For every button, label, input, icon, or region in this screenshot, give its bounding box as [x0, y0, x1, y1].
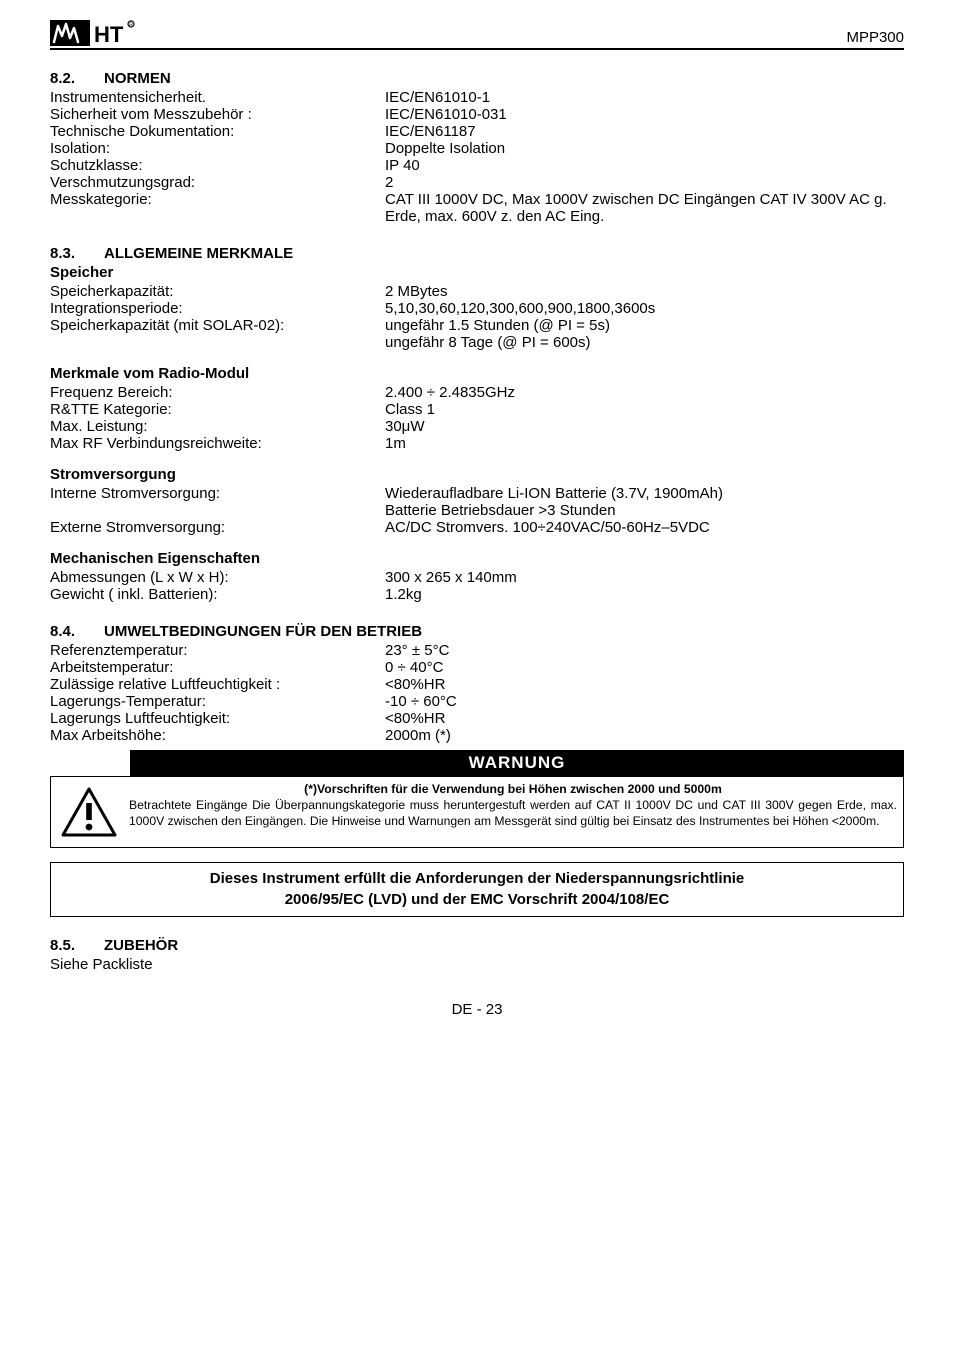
- spec-label: Verschmutzungsgrad:: [50, 174, 385, 191]
- spec-value: IEC/EN61010-031: [385, 106, 904, 123]
- spec-label: R&TTE Kategorie:: [50, 401, 385, 418]
- spec-label: Messkategorie:: [50, 191, 385, 225]
- spec-value: 5,10,30,60,120,300,600,900,1800,3600s: [385, 300, 904, 317]
- warnung-title: (*)Vorschriften für die Verwendung bei H…: [129, 781, 897, 797]
- warnung-text: (*)Vorschriften für die Verwendung bei H…: [127, 777, 903, 847]
- spec-label: Sicherheit vom Messzubehör :: [50, 106, 385, 123]
- svg-text:R: R: [129, 23, 133, 29]
- section-8-5-heading: 8.5. ZUBEHÖR: [50, 937, 904, 954]
- spec-label: Speicherkapazität:: [50, 283, 385, 300]
- section-8-3-heading: 8.3. ALLGEMEINE MERKMALE: [50, 245, 904, 262]
- spec-label: Frequenz Bereich:: [50, 384, 385, 401]
- section-8-4-heading: 8.4. UMWELTBEDINGUNGEN FÜR DEN BETRIEB: [50, 623, 904, 640]
- spec-value: ungefähr 1.5 Stunden (@ PI = 5s) ungefäh…: [385, 317, 904, 351]
- spec-value: IP 40: [385, 157, 904, 174]
- sub-heading-radio: Merkmale vom Radio-Modul: [50, 365, 904, 382]
- spec-label: Externe Stromversorgung:: [50, 519, 385, 536]
- spec-value: 0 ÷ 40°C: [385, 659, 904, 676]
- spec-label: Gewicht ( inkl. Batterien):: [50, 586, 385, 603]
- spec-value: 2000m (*): [385, 727, 904, 744]
- warnung-body: Betrachtete Eingänge Die Überpannungskat…: [129, 798, 897, 828]
- spec-label: Arbeitstemperatur:: [50, 659, 385, 676]
- section-title: ZUBEHÖR: [104, 937, 178, 954]
- compliance-line1: Dieses Instrument erfüllt die Anforderun…: [61, 869, 893, 890]
- section-num: 8.4.: [50, 623, 82, 640]
- spec-label: Zulässige relative Luftfeuchtigkeit :: [50, 676, 385, 693]
- spec-label: Integrationsperiode:: [50, 300, 385, 317]
- spec-value: IEC/EN61010-1: [385, 89, 904, 106]
- spec-label: Speicherkapazität (mit SOLAR-02):: [50, 317, 385, 351]
- spec-value: 2: [385, 174, 904, 191]
- spec-label: Max Arbeitshöhe:: [50, 727, 385, 744]
- spec-label: Referenztemperatur:: [50, 642, 385, 659]
- spec-value: 1m: [385, 435, 904, 452]
- sub-heading-strom: Stromversorgung: [50, 466, 904, 483]
- spec-label: Interne Stromversorgung:: [50, 485, 385, 519]
- compliance-box: Dieses Instrument erfüllt die Anforderun…: [50, 862, 904, 917]
- spec-value: IEC/EN61187: [385, 123, 904, 140]
- warnung-box: (*)Vorschriften für die Verwendung bei H…: [50, 776, 904, 848]
- spec-label: Lagerungs Luftfeuchtigkeit:: [50, 710, 385, 727]
- spec-value: Class 1: [385, 401, 904, 418]
- section-num: 8.3.: [50, 245, 82, 262]
- section-title: NORMEN: [104, 70, 171, 87]
- spec-value: Doppelte Isolation: [385, 140, 904, 157]
- ht-logo-icon: HT R: [50, 20, 136, 46]
- page: HT R MPP300 8.2. NORMEN Instrumentensich…: [0, 0, 954, 1351]
- spec-value: 300 x 265 x 140mm: [385, 569, 904, 586]
- sub-heading-speicher: Speicher: [50, 264, 904, 281]
- spec-label: Max RF Verbindungsreichweite:: [50, 435, 385, 452]
- spec-value: <80%HR: [385, 710, 904, 727]
- spec-value: <80%HR: [385, 676, 904, 693]
- compliance-line2: 2006/95/EC (LVD) und der EMC Vorschrift …: [61, 890, 893, 911]
- section-8-2-body: Instrumentensicherheit.IEC/EN61010-1 Sic…: [50, 89, 904, 225]
- section-num: 8.5.: [50, 937, 82, 954]
- spec-value: 2.400 ÷ 2.4835GHz: [385, 384, 904, 401]
- spec-value: -10 ÷ 60°C: [385, 693, 904, 710]
- section-8-5-body: Siehe Packliste: [50, 956, 904, 973]
- spec-value: 23° ± 5°C: [385, 642, 904, 659]
- spec-label: Instrumentensicherheit.: [50, 89, 385, 106]
- spec-label: Lagerungs-Temperatur:: [50, 693, 385, 710]
- spec-value: 30μW: [385, 418, 904, 435]
- brand-logo: HT R: [50, 20, 136, 46]
- spec-label: Technische Dokumentation:: [50, 123, 385, 140]
- page-footer: DE - 23: [50, 1001, 904, 1018]
- spec-label: Schutzklasse:: [50, 157, 385, 174]
- section-num: 8.2.: [50, 70, 82, 87]
- spec-label: Isolation:: [50, 140, 385, 157]
- sub-heading-mech: Mechanischen Eigenschaften: [50, 550, 904, 567]
- spec-value: Wiederaufladbare Li-ION Batterie (3.7V, …: [385, 485, 904, 519]
- spec-value: 2 MBytes: [385, 283, 904, 300]
- section-title: UMWELTBEDINGUNGEN FÜR DEN BETRIEB: [104, 623, 422, 640]
- warnung-banner: WARNUNG: [130, 750, 904, 776]
- spec-value: 1.2kg: [385, 586, 904, 603]
- model-label: MPP300: [846, 29, 904, 46]
- caution-icon: [51, 777, 127, 847]
- spec-label: Max. Leistung:: [50, 418, 385, 435]
- spec-value: CAT III 1000V DC, Max 1000V zwischen DC …: [385, 191, 904, 225]
- section-8-2-heading: 8.2. NORMEN: [50, 70, 904, 87]
- section-title: ALLGEMEINE MERKMALE: [104, 245, 293, 262]
- spec-value: AC/DC Stromvers. 100÷240VAC/50-60Hz–5VDC: [385, 519, 904, 536]
- header-bar: HT R MPP300: [50, 20, 904, 50]
- spec-label: Abmessungen (L x W x H):: [50, 569, 385, 586]
- svg-text:HT: HT: [94, 22, 124, 46]
